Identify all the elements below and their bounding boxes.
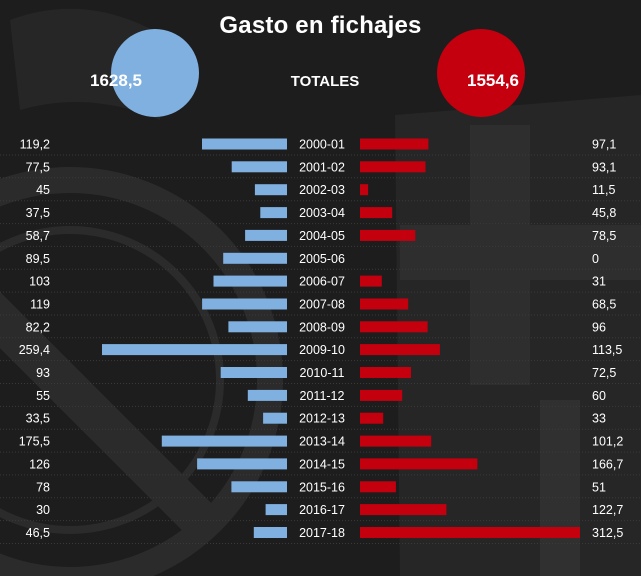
value-label-left: 93	[36, 366, 50, 380]
category-label: 2010-11	[300, 366, 345, 380]
category-label: 2017-18	[299, 526, 345, 540]
left-total-value: 1628,5	[90, 71, 142, 90]
bar-right-2011-12	[360, 389, 403, 401]
category-label: 2008-09	[299, 320, 345, 334]
bar-left-2017-18	[253, 527, 287, 538]
category-label: 2012-13	[299, 412, 345, 426]
value-label-left: 55	[36, 389, 50, 403]
value-label-left: 78	[36, 480, 50, 494]
category-label: 2004-05	[299, 229, 345, 243]
bar-left-2007-08	[202, 298, 287, 310]
value-label-left: 82,2	[26, 320, 50, 334]
chart-title: Gasto en fichajes	[219, 12, 422, 39]
totals-label: TOTALES	[290, 73, 360, 90]
bar-right-2017-18	[360, 527, 580, 538]
value-label-left: 119	[30, 298, 50, 312]
bar-right-2002-03	[360, 184, 369, 196]
value-label-left: 103	[29, 275, 50, 289]
value-label-right: 45,8	[592, 206, 616, 220]
bar-left-2002-03	[254, 184, 287, 196]
bar-left-2004-05	[245, 229, 287, 241]
bar-left-2005-06	[223, 252, 287, 264]
value-label-right: 97,1	[592, 138, 616, 152]
category-label: 2007-08	[299, 298, 345, 312]
bar-left-2013-14	[161, 435, 287, 447]
category-label: 2013-14	[299, 435, 345, 449]
value-label-right: 51	[592, 480, 606, 494]
value-label-left: 37,5	[26, 206, 50, 220]
bar-left-2008-09	[228, 321, 287, 333]
bar-right-2012-13	[360, 412, 384, 424]
bar-left-2011-12	[247, 389, 287, 401]
value-label-left: 126	[29, 457, 50, 471]
bar-left-2006-07	[213, 275, 287, 287]
category-label: 2014-15	[299, 457, 345, 471]
value-label-right: 122,7	[592, 503, 623, 517]
category-label: 2009-10	[299, 343, 345, 357]
value-label-left: 58,7	[26, 229, 50, 243]
bar-right-2016-17	[360, 504, 447, 516]
value-label-right: 93,1	[592, 160, 616, 174]
value-label-right: 33	[592, 412, 606, 426]
value-label-right: 31	[592, 275, 606, 289]
category-label: 2001-02	[299, 160, 345, 174]
category-label: 2005-06	[299, 252, 345, 266]
value-label-right: 11,5	[592, 183, 615, 197]
bar-left-2015-16	[231, 481, 287, 493]
bar-left-2012-13	[263, 412, 287, 424]
bar-right-2015-16	[360, 481, 396, 493]
category-label: 2002-03	[299, 183, 345, 197]
value-label-left: 77,5	[26, 160, 50, 174]
value-label-right: 68,5	[592, 298, 616, 312]
category-label: 2011-12	[300, 389, 345, 403]
value-label-right: 166,7	[592, 457, 623, 471]
bar-right-2003-04	[360, 207, 393, 219]
value-label-right: 96	[592, 320, 606, 334]
value-label-left: 33,5	[26, 412, 50, 426]
bar-left-2016-17	[265, 504, 287, 516]
bar-right-2009-10	[360, 344, 440, 356]
bar-right-2006-07	[360, 275, 382, 287]
bar-right-2004-05	[360, 229, 416, 241]
value-label-right: 0	[592, 252, 599, 266]
value-label-left: 30	[36, 503, 50, 517]
value-label-left: 119,2	[20, 138, 50, 152]
right-total-circle	[437, 29, 525, 117]
category-label: 2006-07	[299, 275, 345, 289]
value-label-right: 60	[592, 389, 606, 403]
bar-right-2014-15	[360, 458, 478, 470]
value-label-left: 45	[36, 183, 50, 197]
bar-right-2010-11	[360, 367, 411, 378]
category-label: 2015-16	[299, 480, 345, 494]
bar-left-2001-02	[231, 161, 287, 173]
category-label: 2016-17	[299, 503, 345, 517]
value-label-right: 113,5	[592, 343, 622, 357]
bar-right-2000-01	[360, 138, 429, 150]
bar-right-2007-08	[360, 298, 409, 310]
category-label: 2003-04	[299, 206, 345, 220]
bar-left-2014-15	[197, 458, 287, 470]
value-label-right: 72,5	[592, 366, 616, 380]
bar-left-2009-10	[102, 344, 287, 356]
right-total-value: 1554,6	[467, 71, 519, 90]
value-label-left: 46,5	[26, 526, 50, 540]
bar-right-2013-14	[360, 435, 432, 447]
value-label-left: 259,4	[19, 343, 50, 357]
bar-right-2008-09	[360, 321, 428, 333]
value-label-right: 101,2	[592, 435, 623, 449]
value-label-right: 78,5	[592, 229, 616, 243]
value-label-right: 312,5	[592, 526, 623, 540]
left-total-circle	[111, 29, 199, 117]
bar-left-2003-04	[260, 207, 287, 219]
value-label-left: 89,5	[26, 252, 50, 266]
bar-right-2001-02	[360, 161, 426, 173]
category-label: 2000-01	[299, 138, 345, 152]
value-label-left: 175,5	[19, 435, 50, 449]
bar-left-2010-11	[220, 367, 287, 378]
bar-left-2000-01	[202, 138, 287, 150]
